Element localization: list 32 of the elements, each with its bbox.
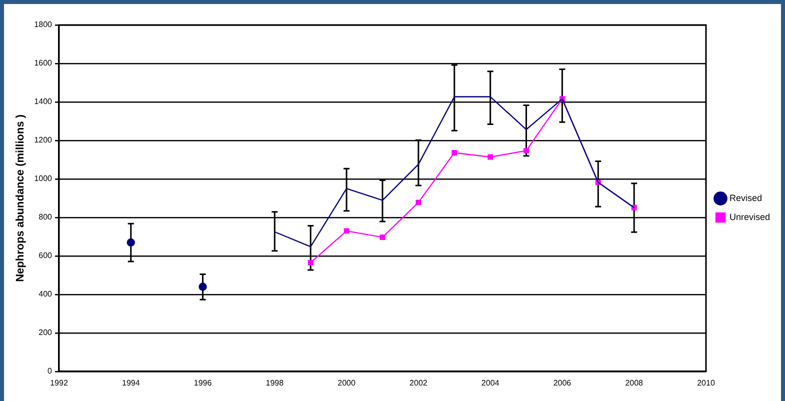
x-tick-label: 1996 bbox=[194, 378, 212, 388]
x-tick-label: 2008 bbox=[625, 378, 644, 388]
x-tick-label: 2000 bbox=[338, 378, 356, 388]
y-tick-label: 1600 bbox=[34, 58, 53, 68]
y-tick-label: 1800 bbox=[34, 20, 53, 30]
y-tick-label: 800 bbox=[38, 212, 53, 222]
y-tick-label: 1000 bbox=[34, 174, 53, 184]
point bbox=[380, 234, 386, 240]
y-tick-label: 200 bbox=[38, 328, 53, 338]
point bbox=[126, 238, 135, 247]
point bbox=[416, 200, 422, 206]
legend-label: Revised bbox=[729, 192, 762, 203]
x-tick-label: 2002 bbox=[410, 378, 428, 388]
x-tick-label: 2010 bbox=[697, 378, 716, 388]
x-tick-label: 1994 bbox=[122, 378, 140, 388]
legend-label: Unrevised bbox=[729, 212, 770, 222]
x-tick-label: 1998 bbox=[266, 378, 284, 388]
point bbox=[452, 150, 458, 156]
x-tick-label: 2006 bbox=[553, 378, 572, 388]
y-axis-title: Nephrops abundance (millions ) bbox=[14, 114, 27, 282]
y-tick-label: 0 bbox=[48, 366, 53, 376]
y-tick-label: 1400 bbox=[34, 97, 53, 106]
x-tick-label: 1992 bbox=[50, 378, 68, 388]
point bbox=[308, 260, 314, 266]
x-tick-label: 2004 bbox=[481, 378, 500, 388]
point bbox=[524, 148, 529, 154]
y-tick-label: 1200 bbox=[34, 136, 53, 145]
y-tick-label: 400 bbox=[38, 290, 53, 299]
y-tick-label: 600 bbox=[38, 251, 53, 260]
point bbox=[344, 228, 350, 234]
point bbox=[488, 154, 494, 160]
point bbox=[198, 282, 207, 291]
